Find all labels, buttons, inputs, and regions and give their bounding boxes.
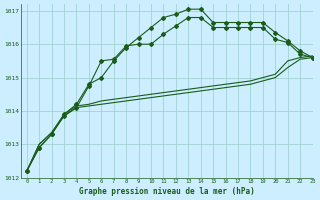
X-axis label: Graphe pression niveau de la mer (hPa): Graphe pression niveau de la mer (hPa) (79, 187, 254, 196)
